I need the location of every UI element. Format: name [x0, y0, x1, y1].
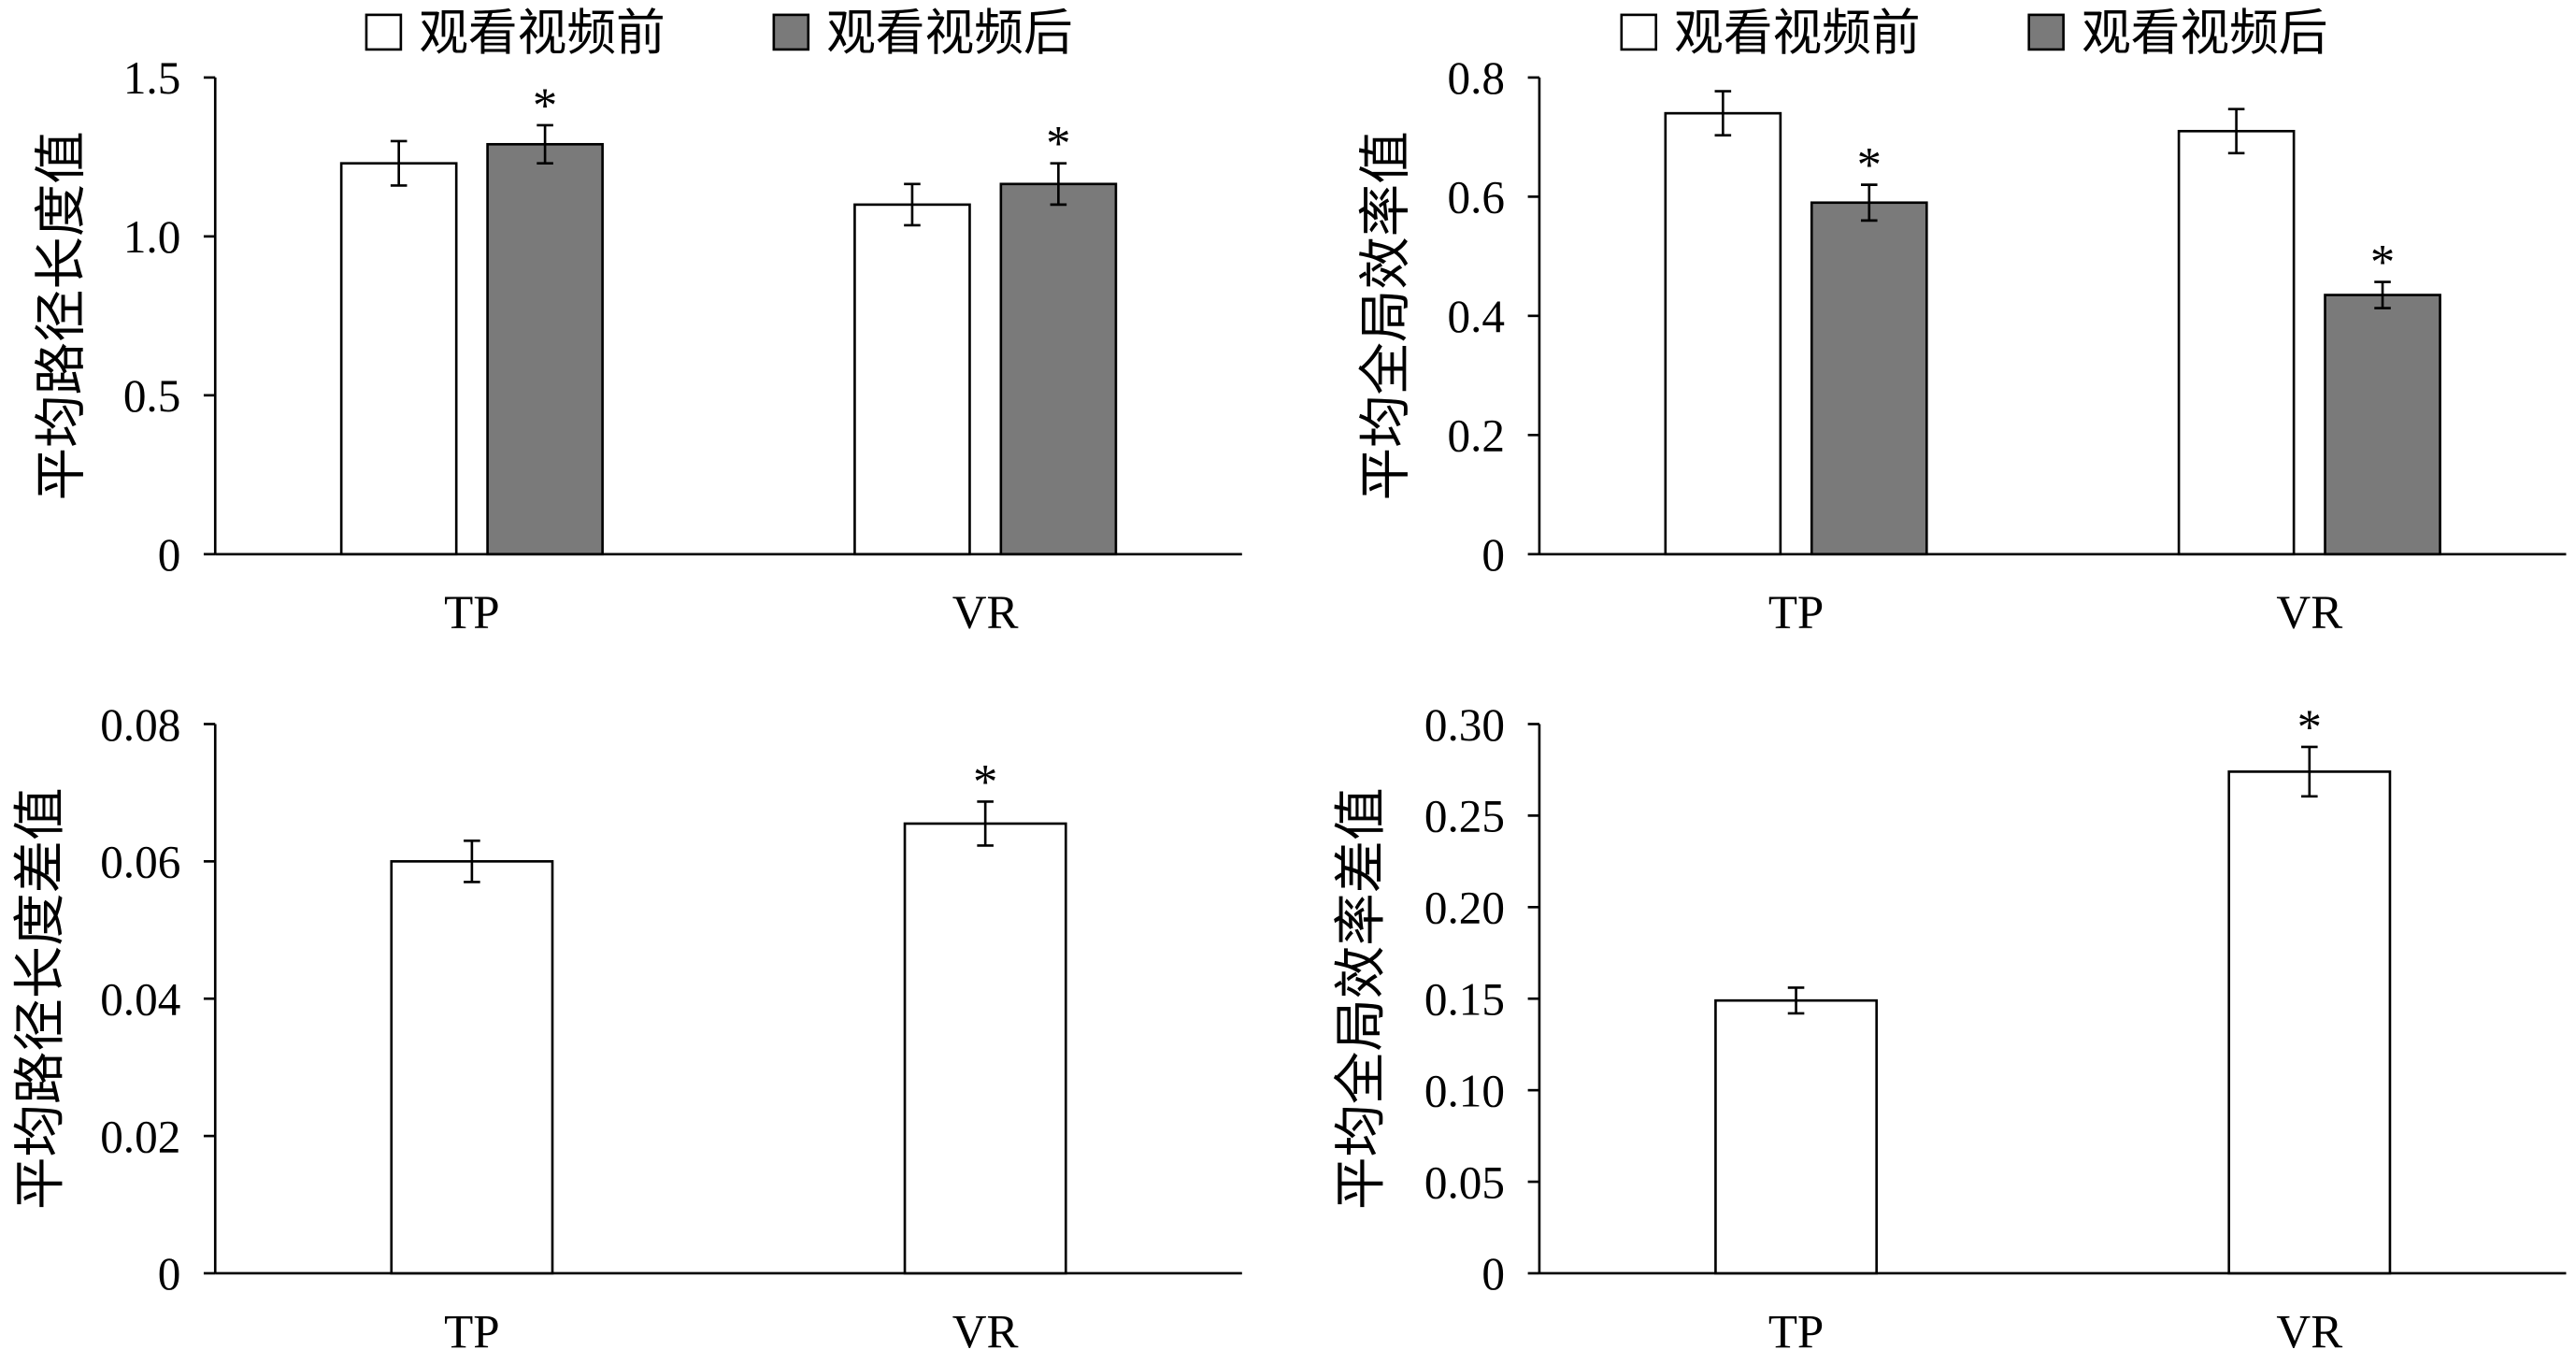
error-bar-tp-series-2	[1860, 183, 1878, 223]
x-category-label-vr: VR	[952, 586, 1019, 639]
y-tick-label: 0.02	[100, 1111, 180, 1162]
y-tick-label: 0	[158, 1248, 181, 1299]
y-axis-title: 平均路径长度值	[34, 131, 92, 500]
legend-label-series-1: 观看视频前	[1674, 7, 1921, 61]
bar-vr-series-1	[2227, 770, 2392, 1275]
legend-swatch-series-2	[2027, 13, 2065, 51]
y-tick-label: 0	[158, 529, 181, 581]
bar-vr-series-1	[2177, 129, 2296, 556]
y-tick-label: 0.15	[1424, 973, 1505, 1025]
y-tick-label: 0.08	[100, 699, 180, 751]
y-tick-label: 0.04	[100, 973, 180, 1025]
significance-marker-vr-series-1: *	[2297, 700, 2322, 754]
error-bar-tp-series-2	[537, 123, 553, 165]
x-category-label-tp: TP	[1768, 1305, 1824, 1358]
y-tick-label: 0.10	[1424, 1065, 1505, 1116]
y-tick-label: 0.25	[1424, 791, 1505, 842]
x-category-label-tp: TP	[444, 1305, 499, 1358]
error-bar-tp-series-1	[1787, 986, 1805, 1015]
y-tick-label: 0.20	[1424, 883, 1505, 934]
legend: 观看视频前 观看视频后	[365, 7, 1073, 61]
y-axis-title: 平均路径长度差值	[12, 787, 70, 1209]
significance-marker-tp-series-2: *	[1857, 138, 1882, 193]
significance-marker-vr-series-1: *	[973, 755, 997, 810]
y-tick-label: 1.0	[123, 211, 181, 263]
error-bar-vr-series-1	[977, 800, 994, 847]
y-tick-label: 0.05	[1424, 1156, 1505, 1208]
legend-label-series-1: 观看视频前	[419, 7, 665, 61]
bar-tp-series-2	[1810, 201, 1928, 556]
legend-swatch-series-2	[772, 13, 810, 51]
error-bar-vr-series-2	[2374, 280, 2391, 309]
bar-vr-series-2	[2324, 294, 2441, 556]
legend: 观看视频前 观看视频后	[1620, 7, 2328, 61]
y-axis-title: 平均全局效率值	[1357, 131, 1415, 500]
error-bar-tp-series-1	[390, 139, 408, 187]
bar-vr-series-1	[853, 203, 971, 556]
y-tick-label: 1.5	[123, 52, 181, 104]
y-tick-label: 0.30	[1424, 699, 1505, 751]
y-tick-label: 0.2	[1448, 410, 1506, 462]
error-bar-vr-series-1	[2227, 108, 2245, 155]
significance-marker-vr-series-2: *	[2370, 236, 2395, 290]
bar-tp-series-2	[486, 142, 604, 556]
bar-tp-series-1	[339, 162, 458, 556]
significance-marker-tp-series-2: *	[533, 79, 557, 133]
significance-marker-vr-series-2: *	[1046, 117, 1070, 171]
legend-label-series-2: 观看视频后	[826, 7, 1073, 61]
y-tick-label: 0.06	[100, 837, 180, 888]
legend-label-series-2: 观看视频后	[2082, 7, 2328, 61]
error-bar-tp-series-1	[1714, 90, 1732, 137]
y-tick-label: 0.6	[1448, 172, 1506, 223]
y-tick-label: 0.5	[123, 370, 181, 422]
x-category-label-vr: VR	[2276, 586, 2342, 639]
error-bar-tp-series-1	[464, 840, 480, 883]
bar-vr-series-1	[903, 822, 1067, 1275]
legend-swatch-series-1	[365, 13, 403, 51]
bar-tp-series-1	[1664, 111, 1782, 556]
chart-average-global-efficiency-difference: 0 0.05 0.10 0.15 0.20 0.25 0.30 平均全局效率差值 TP * VR	[1333, 699, 2567, 1358]
y-axis-title: 平均全局效率差值	[1333, 787, 1391, 1209]
x-category-label-tp: TP	[444, 586, 499, 639]
x-category-label-vr: VR	[952, 1305, 1019, 1358]
chart-average-global-efficiency: 0 0.2 0.4 0.6 0.8 平均全局效率值 * TP * VR 观看视频前 观看视频后	[1357, 7, 2567, 639]
bar-vr-series-2	[999, 182, 1118, 556]
error-bar-vr-series-2	[1050, 162, 1067, 207]
y-tick-label: 0	[1481, 1248, 1505, 1299]
chart-average-path-length-difference: 0 0.02 0.04 0.06 0.08 平均路径长度差值 TP * VR	[12, 699, 1242, 1358]
bar-tp-series-1	[390, 860, 554, 1275]
x-category-label-vr: VR	[2276, 1305, 2342, 1358]
legend-swatch-series-1	[1620, 13, 1658, 51]
y-tick-label: 0	[1481, 529, 1505, 581]
error-bar-vr-series-1	[904, 182, 921, 227]
y-tick-label: 0.8	[1448, 52, 1506, 104]
chart-average-path-length: 0 0.5 1.0 1.5 平均路径长度值 * TP * VR 观看视频前 观看视频后	[34, 7, 1242, 639]
x-category-label-tp: TP	[1768, 586, 1824, 639]
bar-tp-series-1	[1714, 998, 1878, 1275]
y-tick-label: 0.4	[1448, 291, 1506, 342]
error-bar-vr-series-1	[2301, 745, 2318, 798]
